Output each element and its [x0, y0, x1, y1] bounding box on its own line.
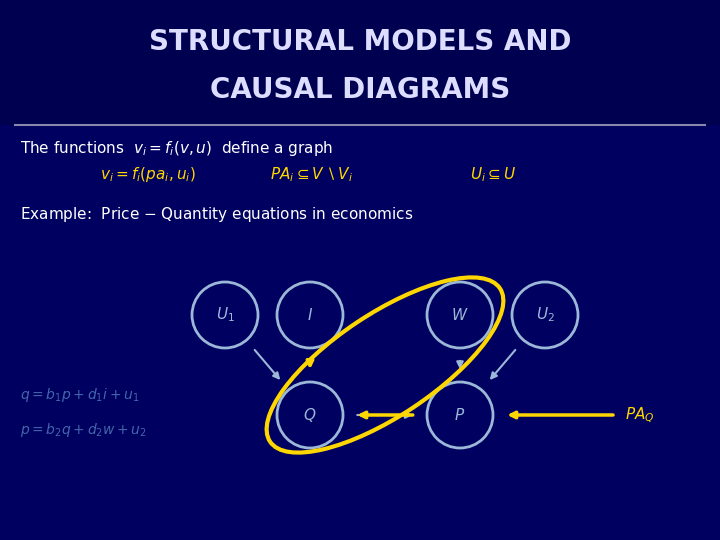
Circle shape	[277, 282, 343, 348]
Text: $P$: $P$	[454, 407, 466, 423]
Text: Example:  Price $-$ Quantity equations in economics: Example: Price $-$ Quantity equations in…	[20, 206, 413, 225]
Text: $q = b_1 p + d_1 i + u_1$: $q = b_1 p + d_1 i + u_1$	[20, 386, 140, 404]
Text: $U_2$: $U_2$	[536, 306, 554, 325]
Text: $W$: $W$	[451, 307, 469, 323]
Bar	[0, 0, 720, 125]
Text: CAUSAL DIAGRAMS: CAUSAL DIAGRAMS	[210, 76, 510, 104]
Text: The functions  $v_i = f_i(v,u)$  define a graph: The functions $v_i = f_i(v,u)$ define a …	[20, 138, 333, 158]
Text: $U_1$: $U_1$	[215, 306, 235, 325]
Text: $U_i \subseteq U$: $U_i \subseteq U$	[470, 166, 516, 184]
Text: $p = b_2 q + d_2 w + u_2$: $p = b_2 q + d_2 w + u_2$	[20, 421, 147, 439]
Circle shape	[192, 282, 258, 348]
Text: $v_i = f_i(pa_i,u_i)$: $v_i = f_i(pa_i,u_i)$	[100, 165, 196, 185]
Circle shape	[277, 382, 343, 448]
Text: $PA_Q$: $PA_Q$	[625, 406, 654, 424]
Text: $PA_i \subseteq V \setminus V_i$: $PA_i \subseteq V \setminus V_i$	[270, 166, 354, 184]
Text: $I$: $I$	[307, 307, 313, 323]
Text: STRUCTURAL MODELS AND: STRUCTURAL MODELS AND	[149, 28, 571, 56]
Circle shape	[427, 282, 493, 348]
Circle shape	[427, 382, 493, 448]
Text: $Q$: $Q$	[303, 406, 317, 424]
Circle shape	[512, 282, 578, 348]
